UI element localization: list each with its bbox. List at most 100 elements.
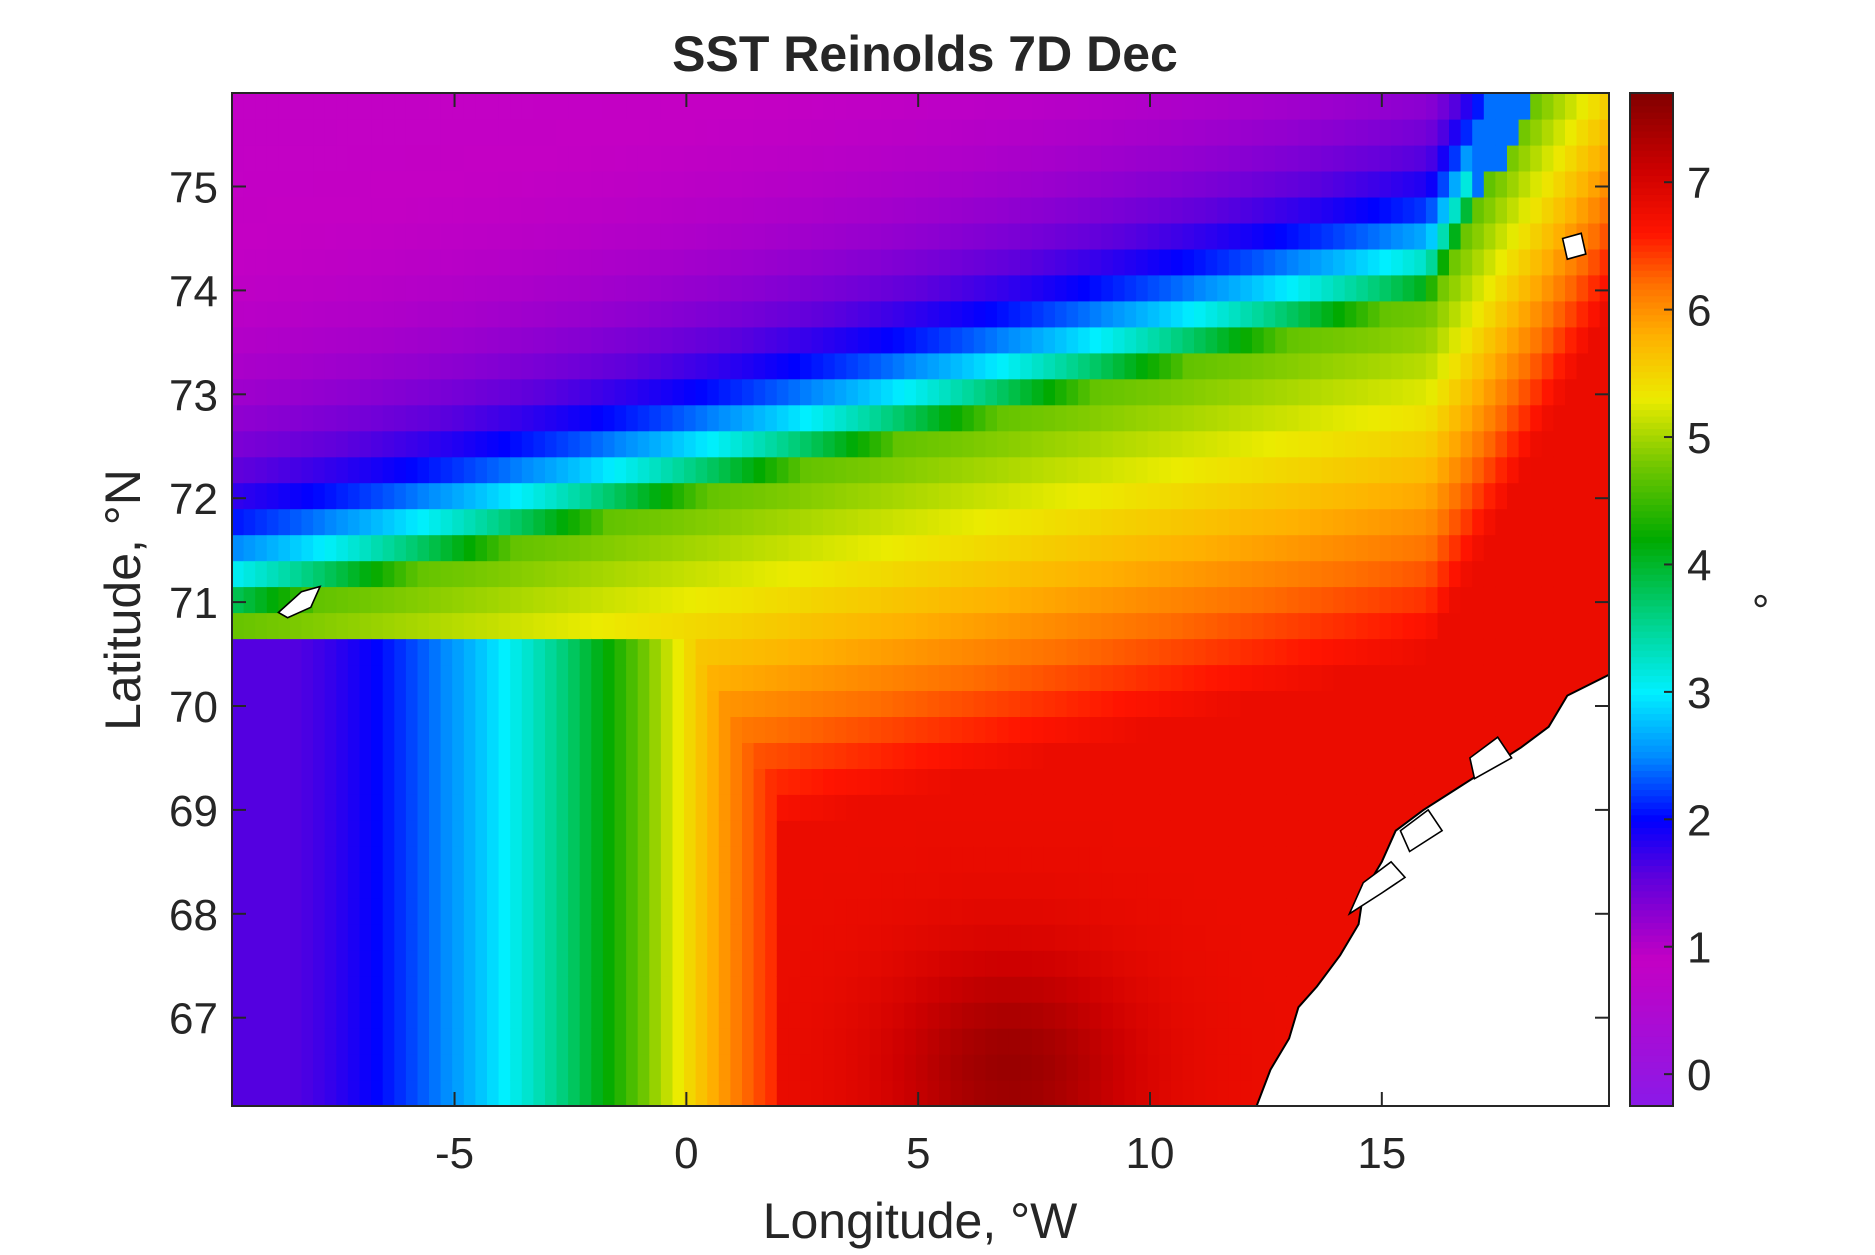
heatmap-cell — [336, 1002, 349, 1029]
heatmap-cell — [313, 560, 326, 588]
heatmap-cell — [1066, 612, 1079, 640]
heatmap-cell — [1170, 352, 1184, 380]
heatmap-cell — [1089, 1054, 1102, 1081]
heatmap-cell — [1194, 534, 1207, 562]
heatmap-cell — [846, 690, 859, 717]
heatmap-cell — [1008, 1080, 1021, 1106]
heatmap-cell — [313, 508, 326, 536]
heatmap-cell — [255, 1002, 268, 1029]
heatmap-cell — [1008, 716, 1021, 743]
y-tick-label: 67 — [169, 995, 218, 1044]
heatmap-cell — [1008, 404, 1021, 432]
heatmap-cell — [440, 326, 453, 354]
heatmap-cell — [1159, 430, 1172, 458]
heatmap-cell — [1391, 508, 1404, 536]
heatmap-cell — [1228, 378, 1241, 406]
heatmap-cell — [1159, 534, 1172, 562]
heatmap-cell — [915, 560, 929, 588]
heatmap-cell — [591, 300, 604, 328]
heatmap-cell — [1136, 404, 1149, 432]
heatmap-cell — [1321, 456, 1334, 484]
heatmap-cell — [1275, 430, 1288, 458]
heatmap-cell — [823, 924, 836, 951]
heatmap-cell — [997, 248, 1010, 276]
heatmap-cell — [452, 638, 465, 666]
heatmap-cell — [510, 508, 523, 536]
heatmap-cell — [707, 326, 720, 354]
heatmap-cell — [660, 170, 674, 198]
heatmap-cell — [846, 378, 859, 406]
heatmap-cell — [765, 456, 778, 484]
heatmap-cell — [1321, 93, 1334, 120]
heatmap-cell — [324, 950, 337, 977]
heatmap-cell — [579, 326, 592, 354]
heatmap-cell — [823, 248, 836, 276]
heatmap-cell — [1089, 846, 1102, 873]
heatmap-cell — [765, 976, 778, 1003]
heatmap-cell — [417, 1054, 430, 1081]
heatmap-cell — [1437, 170, 1450, 198]
heatmap-cell — [1518, 560, 1531, 588]
heatmap-cell — [1205, 768, 1218, 795]
heatmap-cell — [1159, 1028, 1172, 1055]
heatmap-cell — [1252, 170, 1265, 198]
heatmap-cell — [313, 794, 326, 821]
heatmap-cell — [510, 872, 523, 899]
heatmap-cell — [672, 222, 685, 250]
heatmap-cell — [1321, 664, 1334, 691]
heatmap-cell — [1252, 742, 1265, 769]
heatmap-cell — [1367, 508, 1381, 536]
heatmap-cell — [382, 326, 395, 354]
heatmap-cell — [765, 612, 778, 640]
heatmap-cell — [927, 1054, 940, 1081]
heatmap-cell — [626, 820, 639, 847]
heatmap-cell — [1333, 508, 1346, 536]
heatmap-cell — [1437, 93, 1450, 120]
heatmap-cell — [1194, 222, 1207, 250]
heatmap-cell — [1182, 638, 1195, 666]
heatmap-cell — [1240, 1080, 1253, 1106]
heatmap-cell — [973, 482, 986, 510]
y-tick-label: 73 — [169, 371, 218, 420]
heatmap-cell — [788, 404, 801, 432]
heatmap-cell — [324, 508, 337, 536]
heatmap-cell — [1055, 820, 1068, 847]
heatmap-cell — [556, 274, 569, 302]
heatmap-cell — [1344, 352, 1357, 380]
heatmap-cell — [1275, 950, 1288, 977]
heatmap-cell — [1031, 508, 1044, 536]
heatmap-cell — [266, 638, 279, 666]
heatmap-cell — [1078, 872, 1091, 899]
heatmap-cell — [405, 742, 419, 769]
heatmap-cell — [498, 196, 511, 224]
heatmap-cell — [1298, 768, 1311, 795]
heatmap-cell — [1321, 612, 1334, 640]
heatmap-cell — [1252, 196, 1265, 224]
heatmap-cell — [1333, 378, 1346, 406]
heatmap-cell — [266, 924, 279, 951]
heatmap-cell — [742, 1080, 755, 1106]
heatmap-cell — [556, 1080, 569, 1106]
heatmap-cell — [753, 404, 766, 432]
heatmap-cell — [1205, 586, 1218, 614]
heatmap-cell — [985, 1028, 998, 1055]
heatmap-cell — [347, 1080, 361, 1106]
heatmap-cell — [973, 742, 986, 769]
heatmap-cell — [1078, 560, 1091, 588]
heatmap-cell — [811, 248, 824, 276]
heatmap-cell — [417, 612, 430, 640]
heatmap-cell — [1391, 768, 1404, 795]
heatmap-cell — [1356, 170, 1369, 198]
heatmap-cell — [742, 274, 755, 302]
heatmap-cell — [1055, 586, 1068, 614]
heatmap-cell — [1483, 222, 1496, 250]
heatmap-cell — [1205, 378, 1218, 406]
heatmap-cell — [788, 508, 801, 536]
heatmap-cell — [834, 586, 847, 614]
heatmap-cell — [417, 846, 430, 873]
heatmap-cell — [1228, 846, 1241, 873]
heatmap-cell — [1507, 430, 1520, 458]
heatmap-cell — [1565, 119, 1578, 146]
heatmap-cell — [1356, 508, 1369, 536]
colorbar-segment — [1630, 732, 1673, 740]
